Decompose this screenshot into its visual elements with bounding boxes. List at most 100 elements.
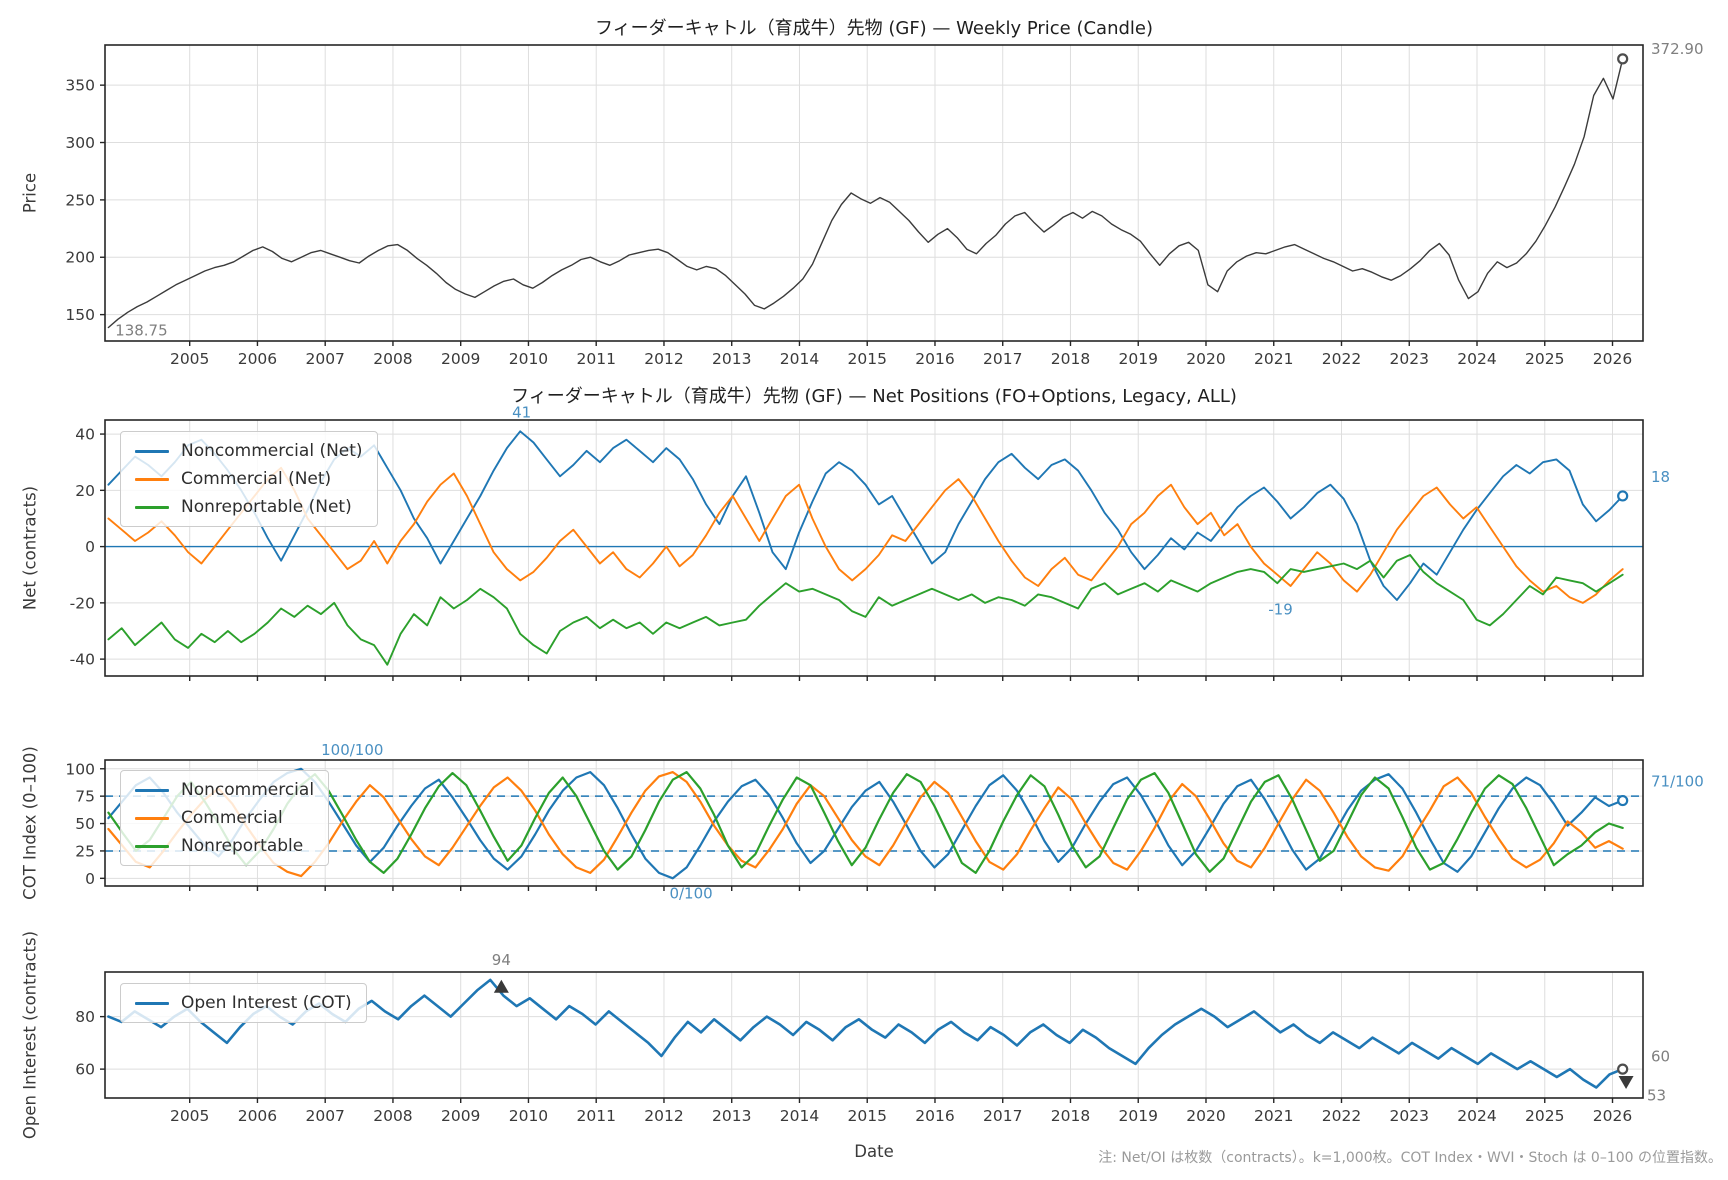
x-tick-label: 2023 <box>1390 1107 1429 1125</box>
annotation: 18 <box>1651 468 1670 486</box>
net-axis-label: Net (contracts) <box>20 485 40 611</box>
x-tick-label: 2018 <box>1051 350 1090 368</box>
x-tick-label: 2016 <box>915 350 954 368</box>
x-tick-label: 2017 <box>983 1107 1022 1125</box>
peak-up-marker <box>493 979 509 993</box>
x-tick-label: 2016 <box>915 1107 954 1125</box>
date-axis-label: Date <box>854 1142 894 1161</box>
annotation: 60 <box>1651 1047 1670 1065</box>
x-tick-label: 2011 <box>576 350 615 368</box>
legend-item: Noncommercial (Net) <box>135 441 363 461</box>
nonreportable-net-line-swatch <box>135 505 169 509</box>
y-tick-label: 40 <box>75 426 95 444</box>
x-tick-label: 2006 <box>238 350 277 368</box>
chart-2: 0 25 50 75 100 100/100 0/100 71/100 <box>65 741 1703 903</box>
annotation: 100/100 <box>321 741 383 759</box>
end-point-marker <box>1617 490 1629 502</box>
commercial-net-line-swatch <box>135 477 169 481</box>
annotation: 372.90 <box>1651 40 1704 58</box>
y-tick-label: 0 <box>85 870 95 888</box>
x-tick-label: 2017 <box>983 350 1022 368</box>
y-tick-label: 200 <box>65 249 95 267</box>
open-interest-line-swatch <box>135 1001 169 1005</box>
x-tick-label: 2015 <box>847 350 886 368</box>
legend-label: Nonreportable <box>181 836 304 856</box>
legend-item: Open Interest (COT) <box>135 993 352 1013</box>
x-tick-label: 2019 <box>1119 1107 1158 1125</box>
chart-3: 60 80 2005 2006 2007 2008 2009 2010 2011 2012 2013… <box>75 951 1670 1125</box>
x-tick-label: 2008 <box>373 350 412 368</box>
chart-0: 150 200 250 300 350 2005 2006 2007 2008 2009 2010 2… <box>65 40 1703 368</box>
cot-index-axis-label: COT Index (0–100) <box>20 746 40 900</box>
x-tick-label: 2007 <box>305 350 344 368</box>
series-weekly-close <box>107 58 1624 329</box>
y-tick-label: 100 <box>65 760 95 778</box>
price-chart-title: フィーダーキャトル（育成牛）先物 (GF) — Weekly Price (Ca… <box>594 18 1154 39</box>
annotation: 94 <box>492 951 511 969</box>
y-tick-label: 0 <box>85 538 95 556</box>
noncommercial-line-swatch <box>135 788 169 792</box>
plot-border <box>104 419 1644 677</box>
x-tick-label: 2022 <box>1322 1107 1361 1125</box>
x-tick-label: 2008 <box>373 1107 412 1125</box>
plot-border <box>104 759 1644 887</box>
end-point-marker <box>1617 794 1629 807</box>
x-tick-label: 2024 <box>1457 1107 1496 1125</box>
net-positions-legend: Noncommercial (Net) Commercial (Net) Non… <box>120 431 378 527</box>
legend-item: Nonreportable <box>135 836 314 856</box>
x-tick-label: 2018 <box>1051 1107 1090 1125</box>
series-commercial-net- <box>107 466 1624 604</box>
x-tick-label: 2005 <box>170 350 209 368</box>
plot-border <box>104 971 1644 1099</box>
legend-item: Commercial <box>135 808 314 828</box>
y-tick-label: 80 <box>75 1008 95 1026</box>
x-tick-label: 2025 <box>1525 350 1564 368</box>
noncommercial-net-line-swatch <box>135 449 169 453</box>
legend-item: Commercial (Net) <box>135 469 363 489</box>
x-tick-label: 2014 <box>780 1107 819 1125</box>
legend-item: Nonreportable (Net) <box>135 497 363 517</box>
x-tick-label: 2013 <box>712 350 751 368</box>
x-tick-label: 2014 <box>780 350 819 368</box>
y-tick-label: -40 <box>70 651 95 669</box>
annotation: -19 <box>1268 600 1293 618</box>
trough-down-marker <box>1618 1075 1634 1089</box>
y-tick-label: -20 <box>70 594 95 612</box>
x-tick-label: 2025 <box>1525 1107 1564 1125</box>
annotation: 138.75 <box>115 321 168 339</box>
series-nonreportable <box>107 770 1624 875</box>
y-tick-label: 25 <box>75 842 95 860</box>
y-tick-label: 250 <box>65 191 95 209</box>
annotation: 71/100 <box>1651 772 1704 790</box>
x-tick-label: 2013 <box>712 1107 751 1125</box>
x-tick-label: 2021 <box>1254 1107 1293 1125</box>
open-interest-axis-label: Open Interest (contracts) <box>20 930 40 1140</box>
x-tick-label: 2021 <box>1254 350 1293 368</box>
x-tick-label: 2026 <box>1593 350 1632 368</box>
footnote: 注: Net/OI は枚数（contracts）。k=1,000枚。COT In… <box>1098 1150 1722 1166</box>
legend-label: Open Interest (COT) <box>181 993 352 1013</box>
price-axis-label: Price <box>20 172 40 214</box>
net-positions-chart-title: フィーダーキャトル（育成牛）先物 (GF) — Net Positions (F… <box>511 386 1237 407</box>
x-tick-label: 2012 <box>644 1107 683 1125</box>
x-tick-label: 2023 <box>1390 350 1429 368</box>
y-tick-label: 150 <box>65 306 95 324</box>
x-tick-label: 2006 <box>238 1107 277 1125</box>
x-tick-label: 2005 <box>170 1107 209 1125</box>
series-commercial <box>107 770 1624 878</box>
x-tick-label: 2010 <box>509 1107 548 1125</box>
x-tick-label: 2015 <box>847 1107 886 1125</box>
nonreportable-line-swatch <box>135 844 169 848</box>
y-tick-label: 350 <box>65 77 95 95</box>
x-tick-label: 2009 <box>441 350 480 368</box>
cot-index-legend: Noncommercial Commercial Nonreportable <box>120 770 330 866</box>
x-tick-label: 2020 <box>1186 1107 1225 1125</box>
commercial-line-swatch <box>135 816 169 820</box>
x-tick-label: 2020 <box>1186 350 1225 368</box>
y-tick-label: 50 <box>75 815 95 833</box>
legend-label: Noncommercial <box>181 780 315 800</box>
series-nonreportable-net- <box>107 554 1624 666</box>
annotation: 0/100 <box>669 884 712 902</box>
y-tick-label: 20 <box>75 482 95 500</box>
legend-label: Nonreportable (Net) <box>181 497 352 517</box>
